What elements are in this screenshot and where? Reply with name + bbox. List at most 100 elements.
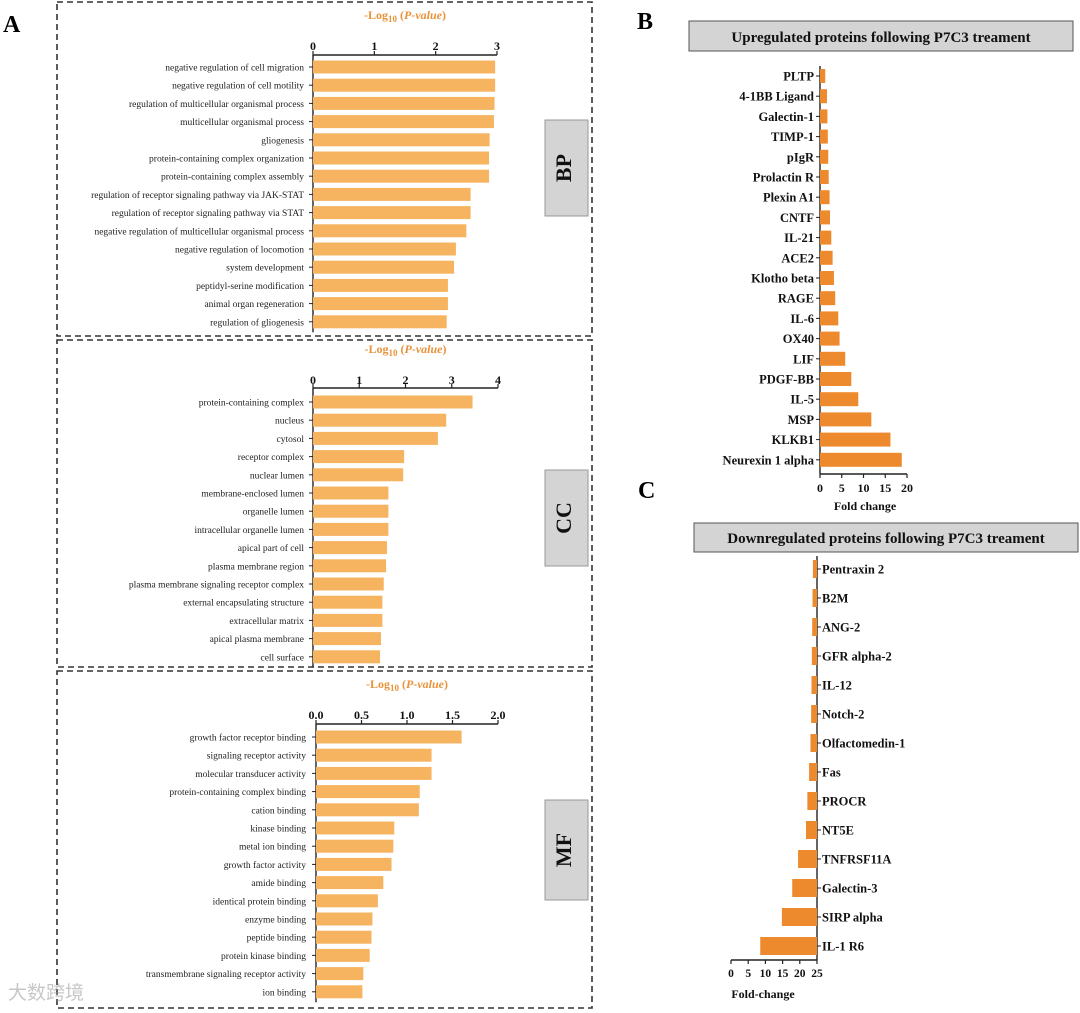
up-bar [820,271,834,285]
mf-category-label: growth factor receptor binding [190,733,307,744]
bp-tick-label: 0 [310,39,316,53]
bp-bar [313,78,496,92]
mf-category-label: enzyme binding [245,916,306,926]
up-category-label: Klotho beta [751,272,815,286]
up-category-label: pIgR [787,150,815,164]
bp-tick-label: 3 [494,39,500,53]
mf-bar [316,821,395,835]
down-bar [781,908,817,926]
cc-category-label: protein-containing complex [199,399,305,409]
bp-bar [313,206,471,220]
mf-bar [316,948,370,962]
bp-category-label: regulation of multicellular organismal p… [129,99,304,110]
mf-category-label: molecular transducer activity [195,770,306,780]
cc-category-box [544,469,589,567]
mf-bar [316,894,378,908]
watermark: 大数跨境 [8,982,85,1004]
bp-category-label: regulation of receptor signaling pathway… [112,208,305,219]
down-category-label: Pentraxin 2 [822,563,884,577]
down-bar [812,589,817,607]
cc-bar [313,504,389,518]
mf-bar [316,857,392,871]
bp-bar [313,297,448,311]
up-bar [820,331,840,346]
mf-category-label: amide binding [251,879,306,889]
down-bar [812,618,817,636]
down-bar [805,821,817,839]
bp-category-label: protein-containing complex organization [149,155,304,165]
mf-frame [56,670,593,1009]
mf-category-label: protein kinase binding [221,952,306,962]
bp-bar [313,242,456,256]
mf-bar [316,766,432,780]
down-category-label: Olfactomedin-1 [822,737,905,751]
cc-bar [313,413,447,427]
bp-category-label: negative regulation of multicellular org… [94,226,304,237]
down-xlabel: Fold-change [731,987,795,1001]
mf-tick-label: 1.0 [400,708,415,722]
mf-category-label: ion binding [262,988,306,998]
up-category-label: CNTF [780,211,814,225]
bp-bar [313,278,448,292]
cc-category-label: intracellular organelle lumen [194,526,304,536]
mf-tick-label: 1.5 [445,708,460,722]
panel-label-c: C [638,478,655,504]
up-bar [820,129,828,144]
up-category-label: IL-6 [790,312,814,326]
cc-category-label: plasma membrane signaling receptor compl… [129,581,304,591]
mf-category-label: metal ion binding [239,843,306,853]
down-bar [811,647,817,665]
cc-category-label: receptor complex [238,453,304,463]
cc-bar [313,577,384,591]
up-bar [820,351,846,366]
up-category-label: RAGE [778,292,814,306]
up-category-label: ACE2 [781,251,814,265]
cc-bar [313,450,405,464]
bp-category-label: system development [226,264,304,274]
mf-bar [316,730,462,744]
mf-tick-label: 0.0 [309,708,324,722]
panel-label-a: A [3,12,21,38]
cc-category-label: apical part of cell [238,543,305,554]
down-category-label: Galectin-3 [822,882,878,896]
up-xlabel: Fold change [834,499,897,513]
cc-category-label: external encapsulating structure [183,599,304,609]
up-category-label: PDGF-BB [759,373,814,387]
mf-category-label: growth factor activity [224,860,307,871]
cc-category-label: nucleus [275,417,304,427]
mf-tick-label: 2.0 [491,708,506,722]
up-bar [820,69,826,83]
bp-category-label: gliogenesis [261,136,304,146]
up-bar [820,372,852,386]
bp-category-label: negative regulation of cell migration [165,63,304,74]
mf-category-label: kinase binding [250,825,306,835]
up-tick-label: 5 [839,481,845,495]
down-category-label: Notch-2 [822,708,864,722]
up-category-label: IL-21 [784,231,814,245]
bp-category-label: protein-containing complex assembly [161,173,304,183]
down-bar [812,560,817,578]
up-category-label: OX40 [783,332,814,346]
up-category-label: PLTP [783,70,814,84]
bp-bar [313,187,471,201]
cc-axis-title: -Log10 (P-value) [365,342,447,358]
down-bar [809,763,817,781]
down-bar [811,676,817,694]
cc-category-label: organelle lumen [243,508,305,518]
up-category-label: Plexin A1 [763,191,814,205]
cc-category-label: cytosol [277,435,305,445]
up-bar [820,149,829,164]
up-tick-label: 10 [858,481,870,495]
up-bar [820,452,902,467]
bp-bar [313,151,490,165]
up-bar [820,291,836,306]
mf-tick-label: 0.5 [354,708,369,722]
up-bar [820,392,859,407]
cc-category-label: nuclear lumen [250,471,304,481]
mf-bar [316,985,363,999]
up-category-label: KLKB1 [772,433,814,447]
down-tick-label: 0 [728,968,734,980]
bp-category-label: regulation of gliogenesis [210,317,304,328]
down-bar [810,734,817,752]
mf-axis-title: -Log10 (P-value) [366,677,448,693]
